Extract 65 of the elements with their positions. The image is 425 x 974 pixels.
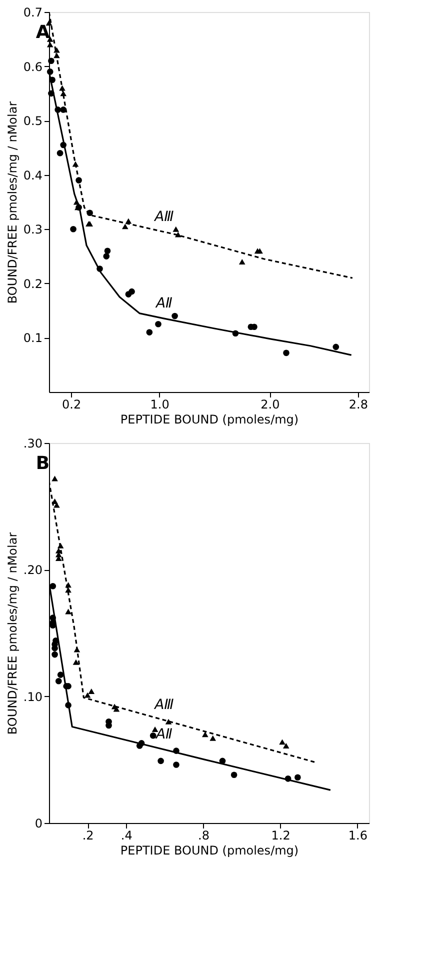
- point: [65, 608, 72, 614]
- y-tick-label: 0.6: [23, 60, 42, 74]
- point: [202, 732, 208, 738]
- x-tick-label: 1.6: [348, 828, 368, 842]
- y-tick-label: 0: [34, 816, 42, 830]
- y-tick-label: .30: [23, 436, 42, 450]
- x-tick-label: .8: [198, 828, 210, 842]
- series-label: AⅢ: [154, 208, 174, 225]
- x-axis-title: PEPTIDE BOUND (pmoles/mg): [120, 844, 299, 858]
- point: [52, 651, 58, 658]
- point: [52, 476, 58, 482]
- x-axis-title: PEPTIDE BOUND (pmoles/mg): [120, 412, 299, 426]
- y-tick-label: 0.1: [23, 331, 42, 346]
- point: [238, 258, 246, 264]
- point: [172, 226, 180, 232]
- point: [173, 762, 180, 768]
- series-label: AⅡ: [154, 726, 173, 743]
- y-tick-label: .20: [23, 563, 42, 578]
- point: [282, 742, 290, 748]
- point: [72, 659, 80, 665]
- point: [332, 344, 340, 350]
- series-label: AⅡ: [154, 296, 173, 312]
- text: B: [36, 453, 50, 474]
- point: [46, 42, 54, 48]
- y-axis-title: BOUND/FREE pmoles/mg ∕ nMolar: [5, 101, 20, 304]
- y-tick-label: 0.3: [23, 222, 42, 237]
- text: A: [36, 22, 50, 43]
- y-tick-label: .10: [23, 690, 42, 704]
- y-tick-label: 0.4: [23, 168, 42, 182]
- y-tick-label: 0.7: [23, 6, 42, 20]
- x-tick-label: 1.2: [271, 828, 290, 842]
- point: [57, 672, 64, 678]
- point: [294, 774, 301, 781]
- x-tick-label: 2.0: [260, 398, 280, 412]
- point: [104, 248, 111, 254]
- point: [256, 248, 263, 254]
- point: [88, 688, 95, 694]
- y-axis-title: BOUND/FREE pmoles/mg ∕ nMolar: [5, 532, 20, 735]
- point: [165, 718, 172, 724]
- point: [283, 350, 290, 356]
- series-label: AⅢ: [154, 697, 174, 714]
- x-tick-label: 0.2: [62, 398, 82, 412]
- x-tick-label: .4: [120, 828, 132, 842]
- y-tick-label: 0.2: [23, 276, 42, 291]
- x-tick-label: .2: [82, 828, 94, 842]
- point: [122, 224, 128, 230]
- point: [50, 582, 56, 590]
- point: [172, 312, 178, 320]
- point: [56, 150, 64, 156]
- point: [70, 226, 76, 232]
- point: [84, 692, 91, 698]
- x-tick-label: 2.8: [348, 398, 368, 412]
- point: [158, 758, 164, 764]
- point: [128, 288, 135, 295]
- x-tick-label: 1.0: [150, 398, 170, 412]
- point: [103, 253, 110, 260]
- point: [210, 735, 216, 741]
- point: [279, 739, 286, 745]
- y-tick-label: 0.5: [23, 114, 42, 128]
- point: [146, 329, 153, 336]
- point: [174, 232, 182, 238]
- point: [155, 320, 162, 328]
- point: [48, 58, 54, 64]
- point: [55, 678, 62, 684]
- point: [230, 772, 238, 778]
